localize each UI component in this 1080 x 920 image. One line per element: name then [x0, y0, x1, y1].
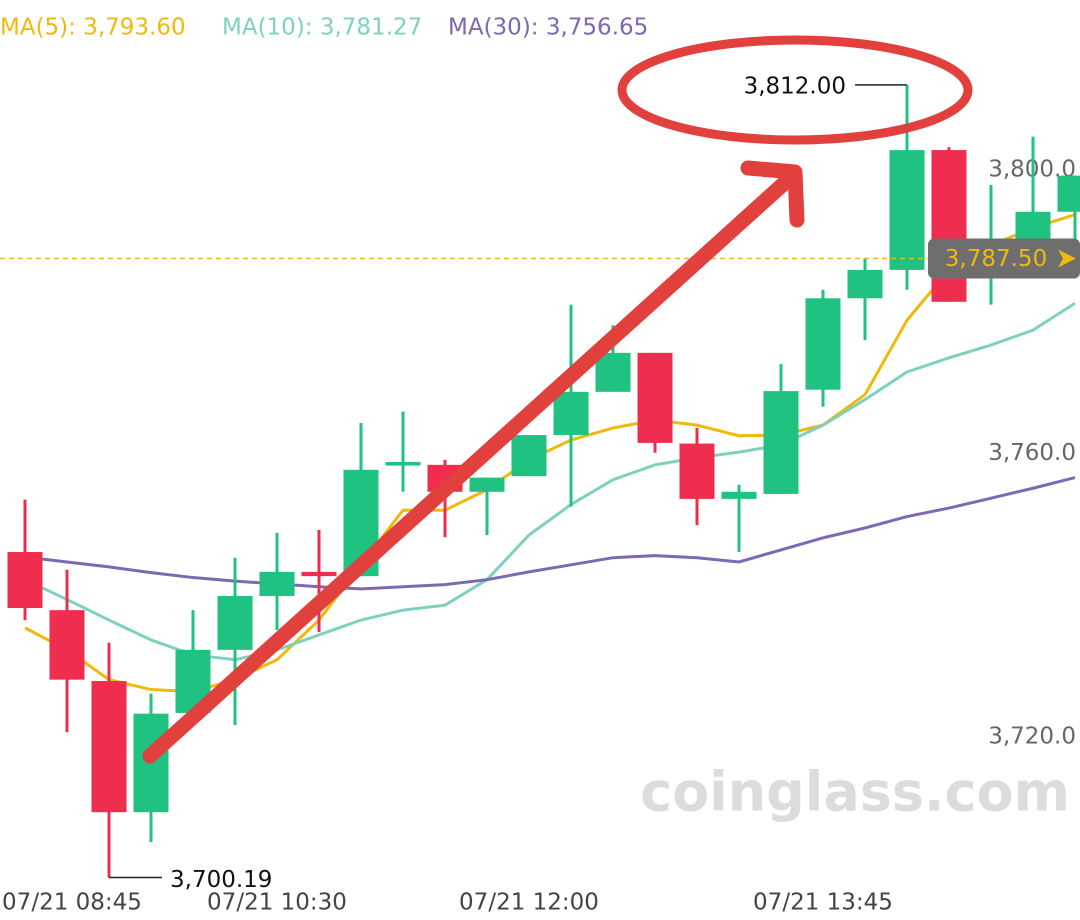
high-marker-label: 3,812.00	[744, 73, 846, 99]
x-tick-label: 07/21 08:45	[2, 890, 142, 916]
legend-entry: MA(10): 3,781.27	[222, 15, 422, 41]
candle-body	[1057, 175, 1080, 212]
x-tick-label: 07/21 12:00	[459, 890, 599, 916]
x-tick-label: 07/21 10:30	[207, 890, 347, 916]
candle-body	[259, 571, 295, 596]
last-price-label: 3,787.50	[945, 246, 1047, 272]
x-tick-label: 07/21 13:45	[753, 890, 893, 916]
candle-body	[805, 298, 841, 390]
candle-body	[721, 491, 757, 499]
arrow-head	[740, 160, 805, 228]
candle-body	[847, 269, 883, 299]
candle-body	[217, 595, 253, 650]
arrow-shaft	[142, 170, 798, 764]
legend-entry: MA(5): 3,793.60	[0, 15, 186, 41]
ma-line	[24, 476, 1076, 591]
last-price-arrow	[1058, 249, 1076, 268]
ma-line	[24, 213, 1076, 694]
candle-body	[469, 477, 505, 492]
candle-body	[931, 150, 967, 302]
last-price-tag	[928, 238, 1080, 279]
candle-body	[637, 352, 673, 443]
candle-body	[511, 435, 547, 477]
candle-body	[889, 150, 925, 270]
y-tick-label: 3,760.0	[988, 440, 1076, 466]
candle-body	[7, 552, 43, 609]
candle-body	[763, 391, 799, 494]
candle-body	[91, 681, 127, 813]
low-marker-label: 3,700.19	[170, 867, 272, 893]
ma-line	[24, 301, 1076, 662]
watermark: coinglass.com	[640, 761, 1070, 824]
legend-entry: MA(30): 3,756.65	[448, 15, 648, 41]
y-tick-label: 3,720.0	[988, 724, 1076, 750]
candle-body	[301, 571, 337, 577]
candle-body	[553, 391, 589, 436]
candle-body	[679, 443, 715, 499]
highlight-ellipse	[617, 35, 973, 145]
candle-body	[49, 610, 85, 680]
candle-body	[385, 462, 421, 466]
candle-body	[595, 352, 631, 392]
